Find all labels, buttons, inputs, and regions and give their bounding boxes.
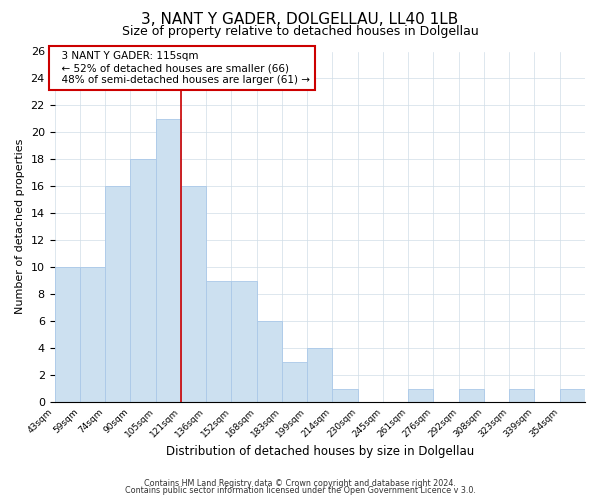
- Bar: [509, 388, 535, 402]
- Bar: [332, 388, 358, 402]
- Bar: [232, 280, 257, 402]
- Text: Contains public sector information licensed under the Open Government Licence v : Contains public sector information licen…: [125, 486, 475, 495]
- Bar: [282, 362, 307, 402]
- Bar: [307, 348, 332, 402]
- Text: 3 NANT Y GADER: 115sqm
  ← 52% of detached houses are smaller (66)
  48% of semi: 3 NANT Y GADER: 115sqm ← 52% of detached…: [55, 52, 310, 84]
- Text: 3, NANT Y GADER, DOLGELLAU, LL40 1LB: 3, NANT Y GADER, DOLGELLAU, LL40 1LB: [142, 12, 458, 28]
- Text: Contains HM Land Registry data © Crown copyright and database right 2024.: Contains HM Land Registry data © Crown c…: [144, 478, 456, 488]
- Bar: [105, 186, 130, 402]
- Bar: [257, 321, 282, 402]
- Bar: [181, 186, 206, 402]
- Bar: [80, 267, 105, 402]
- Bar: [458, 388, 484, 402]
- Y-axis label: Number of detached properties: Number of detached properties: [15, 139, 25, 314]
- Bar: [55, 267, 80, 402]
- Bar: [155, 119, 181, 402]
- Bar: [560, 388, 585, 402]
- Bar: [206, 280, 232, 402]
- Text: Size of property relative to detached houses in Dolgellau: Size of property relative to detached ho…: [122, 25, 478, 38]
- Bar: [408, 388, 433, 402]
- X-axis label: Distribution of detached houses by size in Dolgellau: Distribution of detached houses by size …: [166, 444, 474, 458]
- Bar: [130, 160, 155, 402]
